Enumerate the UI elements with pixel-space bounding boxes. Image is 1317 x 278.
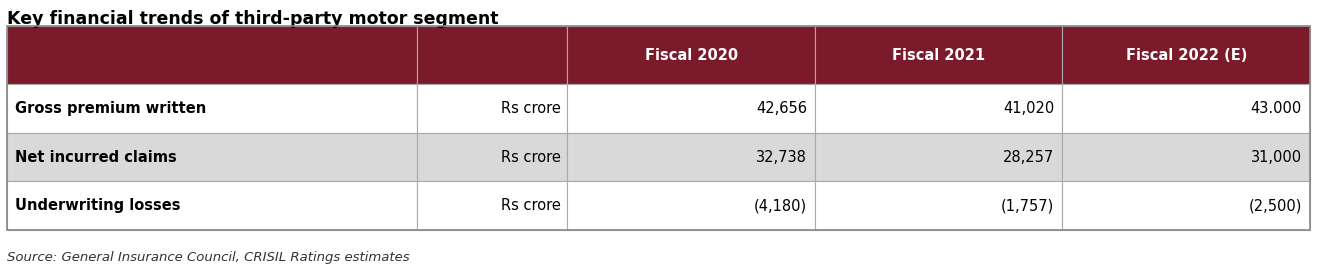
Bar <box>7 26 1310 230</box>
Bar <box>1063 181 1310 230</box>
Text: Net incurred claims: Net incurred claims <box>14 150 176 165</box>
Text: (1,757): (1,757) <box>1001 198 1055 213</box>
Bar <box>417 84 568 133</box>
Text: Gross premium written: Gross premium written <box>14 101 207 116</box>
Bar <box>7 181 417 230</box>
Bar <box>568 26 815 84</box>
Text: 31,000: 31,000 <box>1251 150 1303 165</box>
Text: Rs crore: Rs crore <box>502 150 561 165</box>
Bar <box>568 133 815 181</box>
Text: 43.000: 43.000 <box>1251 101 1303 116</box>
Text: Rs crore: Rs crore <box>502 101 561 116</box>
Bar <box>7 133 417 181</box>
Text: (2,500): (2,500) <box>1249 198 1303 213</box>
Bar <box>417 181 568 230</box>
Text: 41,020: 41,020 <box>1004 101 1055 116</box>
Bar <box>417 133 568 181</box>
Text: Fiscal 2021: Fiscal 2021 <box>892 48 985 63</box>
Bar <box>815 133 1063 181</box>
Bar <box>1063 84 1310 133</box>
Bar <box>568 84 815 133</box>
Bar <box>7 84 417 133</box>
Text: Key financial trends of third-party motor segment: Key financial trends of third-party moto… <box>7 10 499 28</box>
Text: Source: General Insurance Council, CRISIL Ratings estimates: Source: General Insurance Council, CRISI… <box>7 251 410 264</box>
Text: 28,257: 28,257 <box>1004 150 1055 165</box>
Bar <box>815 84 1063 133</box>
Bar <box>7 26 417 84</box>
Text: 32,738: 32,738 <box>756 150 807 165</box>
Bar <box>1063 26 1310 84</box>
Bar <box>815 181 1063 230</box>
Text: Underwriting losses: Underwriting losses <box>14 198 180 213</box>
Text: Fiscal 2022 (E): Fiscal 2022 (E) <box>1126 48 1247 63</box>
Bar <box>1063 133 1310 181</box>
Bar <box>568 181 815 230</box>
Text: Fiscal 2020: Fiscal 2020 <box>644 48 738 63</box>
Bar <box>815 26 1063 84</box>
Text: (4,180): (4,180) <box>753 198 807 213</box>
Text: Rs crore: Rs crore <box>502 198 561 213</box>
Text: 42,656: 42,656 <box>756 101 807 116</box>
Bar <box>417 26 568 84</box>
